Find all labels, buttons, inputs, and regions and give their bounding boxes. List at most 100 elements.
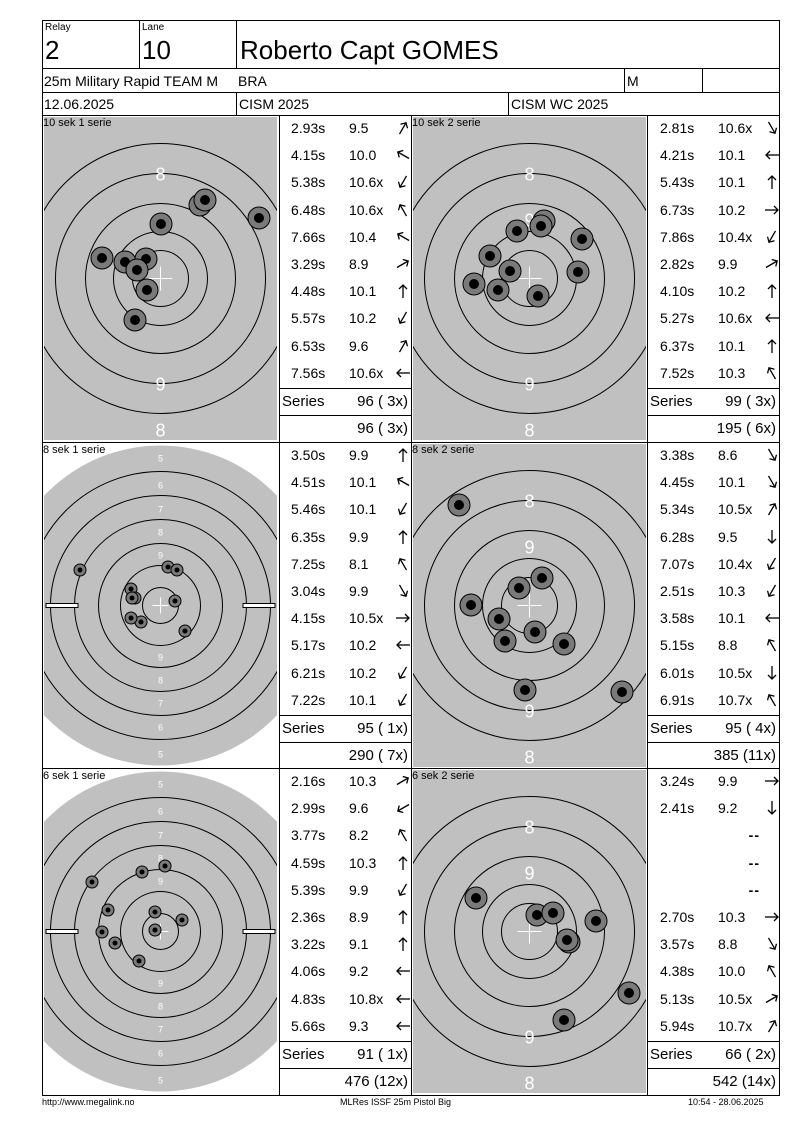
ring-label: 7 <box>158 831 163 841</box>
lane-label: Lane <box>142 22 165 33</box>
direction-arrow-icon <box>393 200 413 220</box>
shot-row: 6.73s 10.2 <box>660 199 785 221</box>
direction-arrow-icon <box>393 608 413 628</box>
shot-row: 4.06s 9.2 <box>291 960 416 982</box>
shot-row: 4.45s 10.1 <box>660 471 785 493</box>
shot-row: 2.82s 9.9 <box>660 253 785 275</box>
shot-time: 2.93s <box>291 120 326 136</box>
target-ring <box>85 203 236 354</box>
running-total: 96 ( 3x) <box>357 420 408 437</box>
series-score: 66 ( 2x) <box>725 1046 776 1063</box>
shot-score: 9.1 <box>349 936 369 953</box>
direction-arrow-icon <box>762 907 782 927</box>
target-ring <box>482 884 577 979</box>
shot-time: 4.06s <box>291 963 326 980</box>
direction-arrow-icon <box>762 934 782 954</box>
shot-missing: -- <box>748 854 760 871</box>
target-ring <box>120 891 201 972</box>
ring-label: 5 <box>158 780 163 790</box>
shot-score: 9.9 <box>718 773 738 789</box>
target-ring <box>482 558 577 653</box>
shot-hole-center <box>182 628 188 634</box>
shot-hole-center <box>128 586 134 592</box>
shot-score: 9.9 <box>718 256 738 272</box>
shot-hole-center <box>591 916 601 926</box>
shot-score: 10.3 <box>718 909 746 925</box>
shot-score: 10.0 <box>718 963 746 980</box>
ring-label: 7 <box>158 505 163 515</box>
shot-score: 10.8x <box>349 990 384 1007</box>
ring-label: 9 <box>524 864 534 884</box>
shot-score: 9.5 <box>718 528 738 545</box>
shot-time: 4.15s <box>291 147 326 164</box>
shot-hole-center <box>562 935 572 945</box>
shot-score: 9.9 <box>349 583 369 599</box>
shot-time: 5.38s <box>291 174 326 191</box>
shot-score: 9.3 <box>349 1017 369 1034</box>
shot-score: 10.5x <box>718 990 753 1007</box>
series-label: Series <box>282 720 325 737</box>
footer-url[interactable]: http://www.megalink.no <box>42 1097 135 1107</box>
target-big: 8 9 9 8 <box>413 117 646 440</box>
direction-arrow-icon <box>762 499 782 519</box>
direction-arrow-icon <box>762 118 782 138</box>
shot-hole-center <box>485 251 495 261</box>
shot-hole-center <box>548 908 558 918</box>
shot-time: 4.51s <box>291 474 326 491</box>
shot-time: 4.48s <box>291 283 326 300</box>
target-ring <box>424 500 635 711</box>
shot-row: 4.10s 10.2 <box>660 280 785 302</box>
shot-hole-center <box>142 285 152 295</box>
shot-score: 10.1 <box>718 337 746 354</box>
shot-hole-center <box>152 927 158 933</box>
shot-time: 3.77s <box>291 827 326 844</box>
date: 12.06.2025 <box>44 96 115 112</box>
shot-row: 3.38s 8.6 <box>660 444 785 466</box>
shot-time: 2.16s <box>291 773 326 789</box>
panel-label: 8 sek 1 serie <box>43 444 106 456</box>
gender: M <box>627 73 639 89</box>
shot-score: 10.2 <box>349 637 377 654</box>
shot-hole-center <box>89 879 95 885</box>
shot-row: 3.24s 9.9 <box>660 770 785 792</box>
shot-score: 10.2 <box>718 201 746 218</box>
direction-arrow-icon <box>393 1016 413 1036</box>
direction-arrow-icon <box>393 771 413 791</box>
shot-time: 3.38s <box>660 447 695 463</box>
shot-time: 5.39s <box>291 881 326 898</box>
target-ring <box>454 203 605 354</box>
shot-row: 2.93s 9.5 <box>291 117 416 139</box>
shot-row: 5.34s 10.5x <box>660 498 785 520</box>
direction-arrow-icon <box>762 961 782 981</box>
shot-score: 10.1 <box>718 147 746 164</box>
shot-row: 5.39s 9.9 <box>291 879 416 901</box>
shot-score: 8.8 <box>718 936 738 953</box>
shot-score: 10.0 <box>349 147 377 164</box>
shot-score: 10.1 <box>718 174 746 191</box>
shot-row: 2.51s 10.3 <box>660 580 785 602</box>
shot-time: 5.46s <box>291 501 326 518</box>
direction-arrow-icon <box>393 145 413 165</box>
shot-row: 7.66s 10.4 <box>291 226 416 248</box>
direction-arrow-icon <box>393 172 413 192</box>
ring-label: 8 <box>524 818 534 838</box>
target-ring <box>55 173 266 384</box>
shot-score: 8.9 <box>349 256 369 272</box>
direction-arrow-icon <box>762 200 782 220</box>
shot-row: -- <box>660 824 785 846</box>
shot-time: 5.13s <box>660 990 695 1007</box>
direction-arrow-icon <box>393 934 413 954</box>
direction-arrow-icon <box>393 853 413 873</box>
lane-value: 10 <box>142 35 171 65</box>
ring-label: 9 <box>524 702 534 722</box>
shot-time: 6.37s <box>660 337 695 354</box>
series-label: Series <box>650 720 693 737</box>
shot-row: -- <box>660 852 785 874</box>
ring-label: 6 <box>158 723 163 733</box>
shot-score: 10.6x <box>718 120 753 136</box>
ring-label: 9 <box>158 551 163 561</box>
direction-arrow-icon <box>393 690 413 710</box>
direction-arrow-icon <box>762 281 782 301</box>
shot-row: 7.52s 10.3 <box>660 362 785 384</box>
shot-row: 3.50s 9.9 <box>291 444 416 466</box>
